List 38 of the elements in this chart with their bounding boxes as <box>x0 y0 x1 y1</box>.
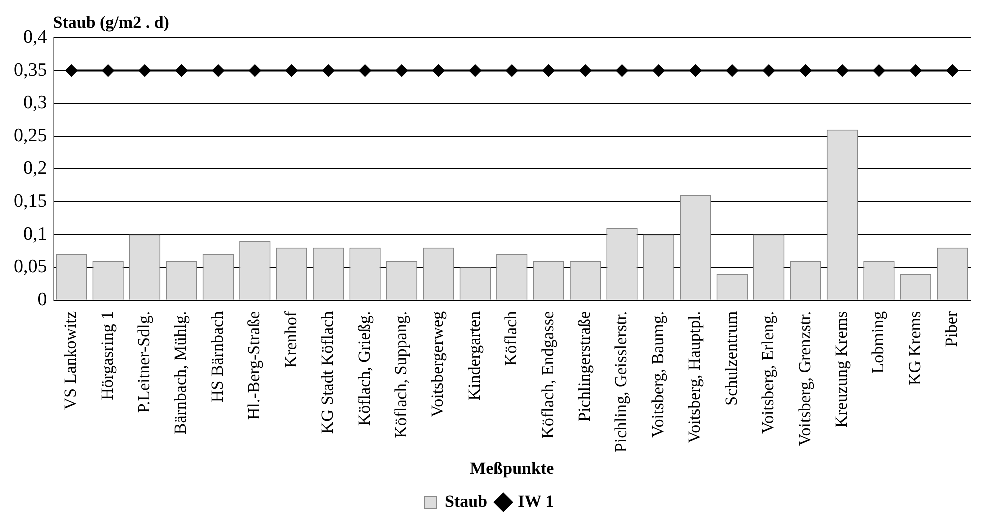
x-axis-title: Meßpunkte <box>470 459 555 478</box>
x-tick-label: Köflach <box>502 310 521 366</box>
x-tick-label: Kreuzung Krems <box>832 311 851 428</box>
legend-label: IW 1 <box>518 492 554 511</box>
x-tick-label: Voitsberg, Hauptpl. <box>685 311 704 444</box>
y-tick-label: 0 <box>38 289 48 310</box>
y-tick-label: 0,35 <box>14 60 48 81</box>
x-tick-label: HS Bärnbach <box>208 310 227 403</box>
x-tick-label: Kindergarten <box>464 310 484 401</box>
x-tick-label: Hl.-Berg-Straße <box>244 311 264 420</box>
y-tick-label: 0,1 <box>24 224 48 245</box>
y-tick-label: 0,2 <box>24 158 48 180</box>
x-tick-label: Voitsberg, Erleng. <box>758 311 778 434</box>
x-tick-label: Schulzentrum <box>722 311 741 406</box>
x-tick-label: Voitsberg, Grenzstr. <box>795 311 814 446</box>
y-tick-label: 0,3 <box>24 92 48 114</box>
x-tick-label: Hörgasring 1 <box>98 311 117 400</box>
x-tick-label: P.Leitner-Sdlg. <box>134 311 154 414</box>
x-tick-label: VS Lankowitz <box>61 310 80 410</box>
x-tick-label: KG Krems <box>905 311 924 386</box>
x-tick-label: Piber <box>942 311 962 348</box>
y-tick-label: 0,05 <box>14 256 48 278</box>
y-tick-label: 0,4 <box>24 26 48 48</box>
x-tick-label: Lobming <box>868 310 888 374</box>
y-tick-label: 0,25 <box>14 125 48 146</box>
x-tick-label: Köflach, Grießg. <box>354 311 374 426</box>
x-tick-label: Bärnbach, Mühlg. <box>171 311 190 435</box>
y-axis-title: Staub (g/m2 . d) <box>53 12 170 32</box>
x-tick-label: Pichling, Geisslerstr. <box>612 311 631 453</box>
x-tick-label: Voitsberg, Baumg. <box>648 311 668 438</box>
x-tick-label: Krenhof <box>281 311 300 368</box>
x-tick-label: Köflach, Suppang. <box>391 311 410 438</box>
x-tick-label: Köflach, Endgasse <box>538 311 558 439</box>
x-tick-label: KG Stadt Köflach <box>318 310 338 434</box>
legend-label: Staub <box>445 492 488 511</box>
x-tick-label: Voitsbergerweg <box>428 310 448 418</box>
y-tick-label: 0,15 <box>14 190 48 212</box>
x-tick-label: Pichlingerstraße <box>575 311 594 422</box>
